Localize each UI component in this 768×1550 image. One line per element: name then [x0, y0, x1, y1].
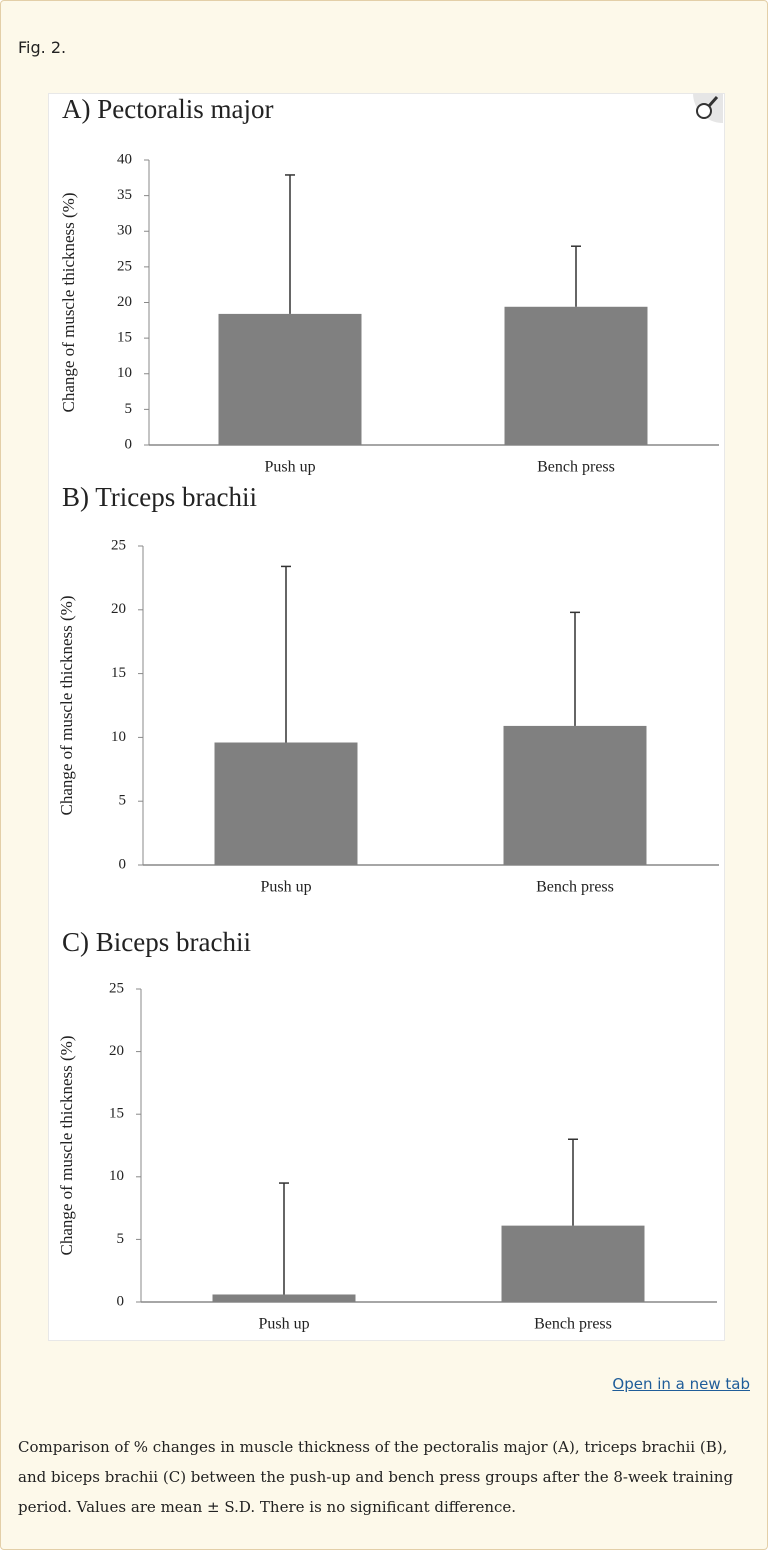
y-tick-label: 10 [117, 365, 132, 381]
bar [504, 306, 648, 445]
chart-title: A) Pectoralis major [62, 94, 273, 124]
open-link[interactable]: Open in a new tab [612, 1375, 750, 1393]
chart: A) Pectoralis major Change of muscle thic… [57, 94, 719, 1333]
bar [212, 1294, 356, 1302]
bar [218, 313, 362, 445]
y-tick-label: 35 [117, 187, 132, 203]
y-tick-label: 25 [117, 258, 132, 274]
y-tick-label: 0 [119, 856, 127, 872]
y-tick-label: 30 [117, 223, 132, 239]
y-tick-label: 20 [117, 294, 132, 310]
x-tick-label: Push up [258, 1316, 309, 1333]
y-tick-label: 40 [117, 151, 132, 167]
y-axis-label: Change of muscle thickness (%) [57, 596, 76, 816]
bar [501, 1225, 645, 1302]
y-tick-label: 5 [117, 1231, 125, 1247]
y-axis-label: Change of muscle thickness (%) [57, 1036, 76, 1256]
y-axis-label: Change of muscle thickness (%) [59, 193, 78, 413]
y-tick-label: 5 [125, 401, 133, 417]
y-tick-label: 20 [109, 1043, 124, 1059]
y-tick-label: 25 [109, 980, 124, 996]
y-tick-label: 10 [111, 729, 126, 745]
y-tick-label: 20 [111, 601, 126, 617]
y-tick-label: 15 [117, 330, 132, 346]
caption: Comparison of % changes in muscle thickn… [18, 1438, 734, 1516]
x-tick-label: Push up [260, 879, 311, 896]
y-tick-label: 10 [109, 1168, 124, 1184]
bar [503, 725, 647, 865]
y-tick-label: 15 [109, 1106, 124, 1122]
chart-title: B) Triceps brachii [62, 482, 257, 512]
figure-label: Fig. 2. [18, 38, 67, 57]
y-tick-label: 0 [125, 436, 133, 452]
y-tick-label: 25 [111, 537, 126, 553]
x-tick-label: Bench press [536, 879, 614, 896]
y-tick-label: 0 [117, 1293, 125, 1309]
x-tick-label: Bench press [534, 1316, 612, 1333]
x-tick-label: Bench press [537, 459, 615, 476]
x-tick-label: Push up [264, 459, 315, 476]
figure-panel: A) Pectoralis major Change of muscle thic… [48, 93, 725, 1341]
bar [214, 742, 358, 865]
zoom-button[interactable] [689, 93, 723, 127]
y-tick-label: 15 [111, 665, 126, 681]
y-tick-label: 5 [119, 793, 127, 809]
chart-title: C) Biceps brachii [62, 927, 251, 957]
